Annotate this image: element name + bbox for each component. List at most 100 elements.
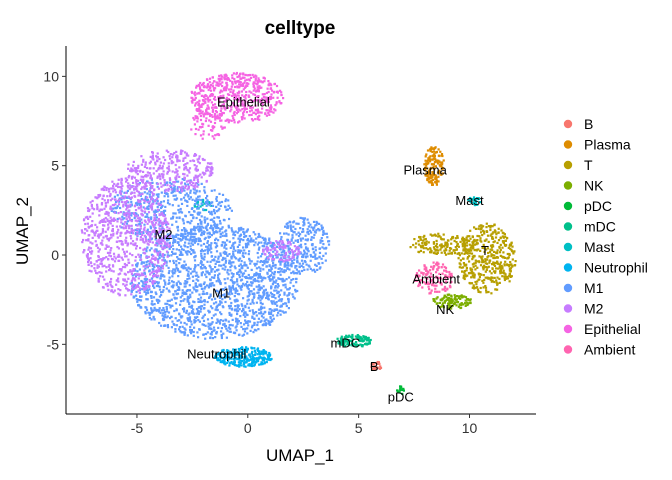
- point-m2: [108, 254, 111, 257]
- point-m1: [320, 257, 323, 260]
- point-m1: [149, 227, 152, 230]
- point-m1: [166, 233, 169, 236]
- point-m1: [217, 216, 220, 219]
- point-m1: [199, 249, 203, 253]
- point-m1: [207, 322, 210, 325]
- point-m1: [228, 307, 231, 310]
- point-m2: [103, 218, 106, 221]
- point-m1: [273, 270, 276, 274]
- point-m1: [177, 204, 180, 207]
- point-m2: [295, 248, 298, 251]
- point-m1: [296, 272, 299, 275]
- point-m2: [179, 150, 183, 153]
- point-m2: [107, 245, 110, 248]
- point-m1: [226, 208, 229, 211]
- point-m2: [172, 181, 175, 184]
- point-nk: [443, 301, 446, 304]
- point-m1: [163, 279, 166, 282]
- point-m1: [166, 193, 169, 196]
- point-m2: [164, 261, 167, 264]
- point-m2: [124, 203, 127, 206]
- point-m1: [270, 311, 273, 314]
- point-m1: [275, 256, 278, 259]
- point-m2: [135, 247, 138, 250]
- point-m1: [229, 297, 232, 300]
- point-m2: [125, 208, 128, 211]
- point-m2: [291, 250, 294, 253]
- point-m1: [161, 290, 164, 294]
- point-m1: [116, 194, 119, 197]
- point-m2: [171, 153, 175, 156]
- point-m1: [179, 300, 182, 303]
- point-m2: [97, 250, 100, 253]
- point-m2: [156, 219, 159, 222]
- point-m1: [194, 274, 197, 277]
- point-m1: [213, 223, 216, 226]
- point-m2: [288, 255, 291, 259]
- point-t: [494, 271, 497, 274]
- point-m2: [137, 179, 140, 182]
- point-nk: [439, 306, 442, 309]
- point-m1: [211, 268, 214, 271]
- point-m2: [278, 246, 281, 249]
- point-m1: [250, 284, 253, 287]
- point-m1: [194, 320, 197, 323]
- point-m2: [197, 157, 201, 160]
- point-m1: [194, 282, 197, 285]
- point-nk: [433, 298, 436, 301]
- point-m2: [135, 245, 138, 248]
- point-m1: [143, 285, 146, 288]
- point-m2: [109, 267, 112, 270]
- point-m1: [234, 287, 237, 290]
- point-m2: [196, 176, 199, 179]
- point-nk: [450, 301, 453, 304]
- point-m2: [156, 156, 159, 159]
- point-t: [444, 247, 447, 250]
- point-m1: [297, 248, 300, 251]
- point-pdc: [402, 388, 405, 391]
- point-t: [494, 270, 497, 273]
- point-m1: [219, 300, 222, 303]
- point-mdc: [364, 338, 367, 341]
- point-t: [471, 235, 474, 239]
- point-m2: [122, 205, 125, 208]
- point-m1: [195, 278, 198, 281]
- point-m1: [193, 240, 196, 243]
- point-m2: [89, 247, 93, 250]
- point-m2: [282, 247, 285, 250]
- point-t: [427, 241, 430, 244]
- point-m1: [179, 321, 183, 324]
- point-m1: [163, 244, 166, 247]
- point-m1: [184, 328, 187, 331]
- point-m2: [139, 246, 142, 250]
- point-m1: [188, 232, 191, 235]
- point-m1: [226, 254, 229, 257]
- point-m1: [230, 301, 233, 305]
- point-pdc: [397, 391, 400, 394]
- point-t: [457, 252, 460, 255]
- point-m1: [295, 281, 298, 284]
- point-m1: [216, 245, 219, 248]
- point-m1: [257, 285, 260, 288]
- point-m1: [298, 244, 301, 247]
- point-neutrophil: [245, 361, 248, 364]
- point-m2: [128, 174, 131, 178]
- point-m1: [301, 237, 304, 240]
- point-m1: [173, 252, 177, 255]
- point-m1: [283, 271, 286, 274]
- point-plasma: [426, 172, 429, 175]
- point-m2: [98, 248, 101, 251]
- point-m1: [254, 273, 258, 276]
- point-m1: [248, 240, 251, 243]
- point-m1: [198, 213, 201, 216]
- point-m1: [274, 281, 277, 284]
- point-neutrophil: [227, 356, 230, 359]
- point-m2: [113, 255, 116, 258]
- point-m2: [176, 156, 179, 159]
- point-m2: [149, 238, 152, 241]
- point-t: [478, 255, 481, 258]
- point-t: [463, 237, 466, 241]
- point-m1: [198, 190, 201, 193]
- point-m1: [188, 251, 191, 254]
- point-m1: [199, 300, 202, 303]
